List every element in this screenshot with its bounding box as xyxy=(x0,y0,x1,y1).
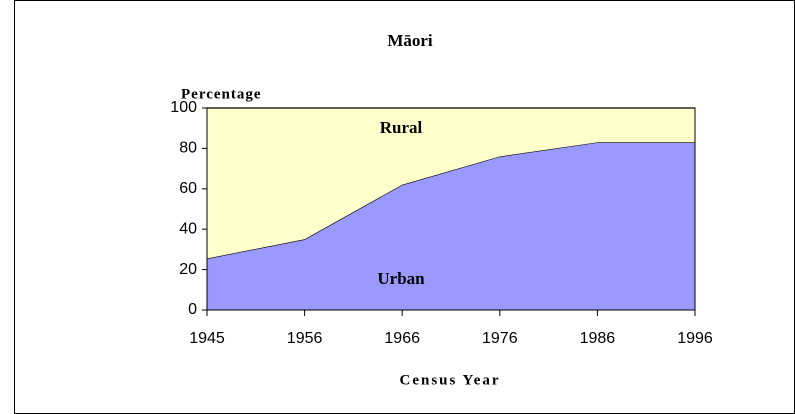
y-tick-label: 40 xyxy=(179,220,197,237)
x-tick-label: 1966 xyxy=(384,330,420,347)
y-axis-title: Percentage xyxy=(181,86,262,102)
plot-border xyxy=(206,107,696,311)
series-label: Rural xyxy=(380,118,423,137)
y-tick-label: 20 xyxy=(179,261,197,278)
series-label: Urban xyxy=(377,269,425,288)
area xyxy=(207,108,695,259)
x-tick-label: 1956 xyxy=(287,330,323,347)
y-tick-label: 60 xyxy=(179,180,197,197)
x-tick-label: 1986 xyxy=(580,330,616,347)
x-tick-label: 1976 xyxy=(482,330,518,347)
area xyxy=(207,142,695,310)
y-tick-label: 100 xyxy=(170,99,197,116)
chart-title: Māori xyxy=(387,31,433,50)
x-tick-label: 1996 xyxy=(677,330,713,347)
x-tick-label: 1945 xyxy=(189,330,225,347)
y-tick-label: 80 xyxy=(179,140,197,157)
x-axis-title: Census Year xyxy=(399,372,500,388)
y-tick-label: 0 xyxy=(188,301,197,318)
